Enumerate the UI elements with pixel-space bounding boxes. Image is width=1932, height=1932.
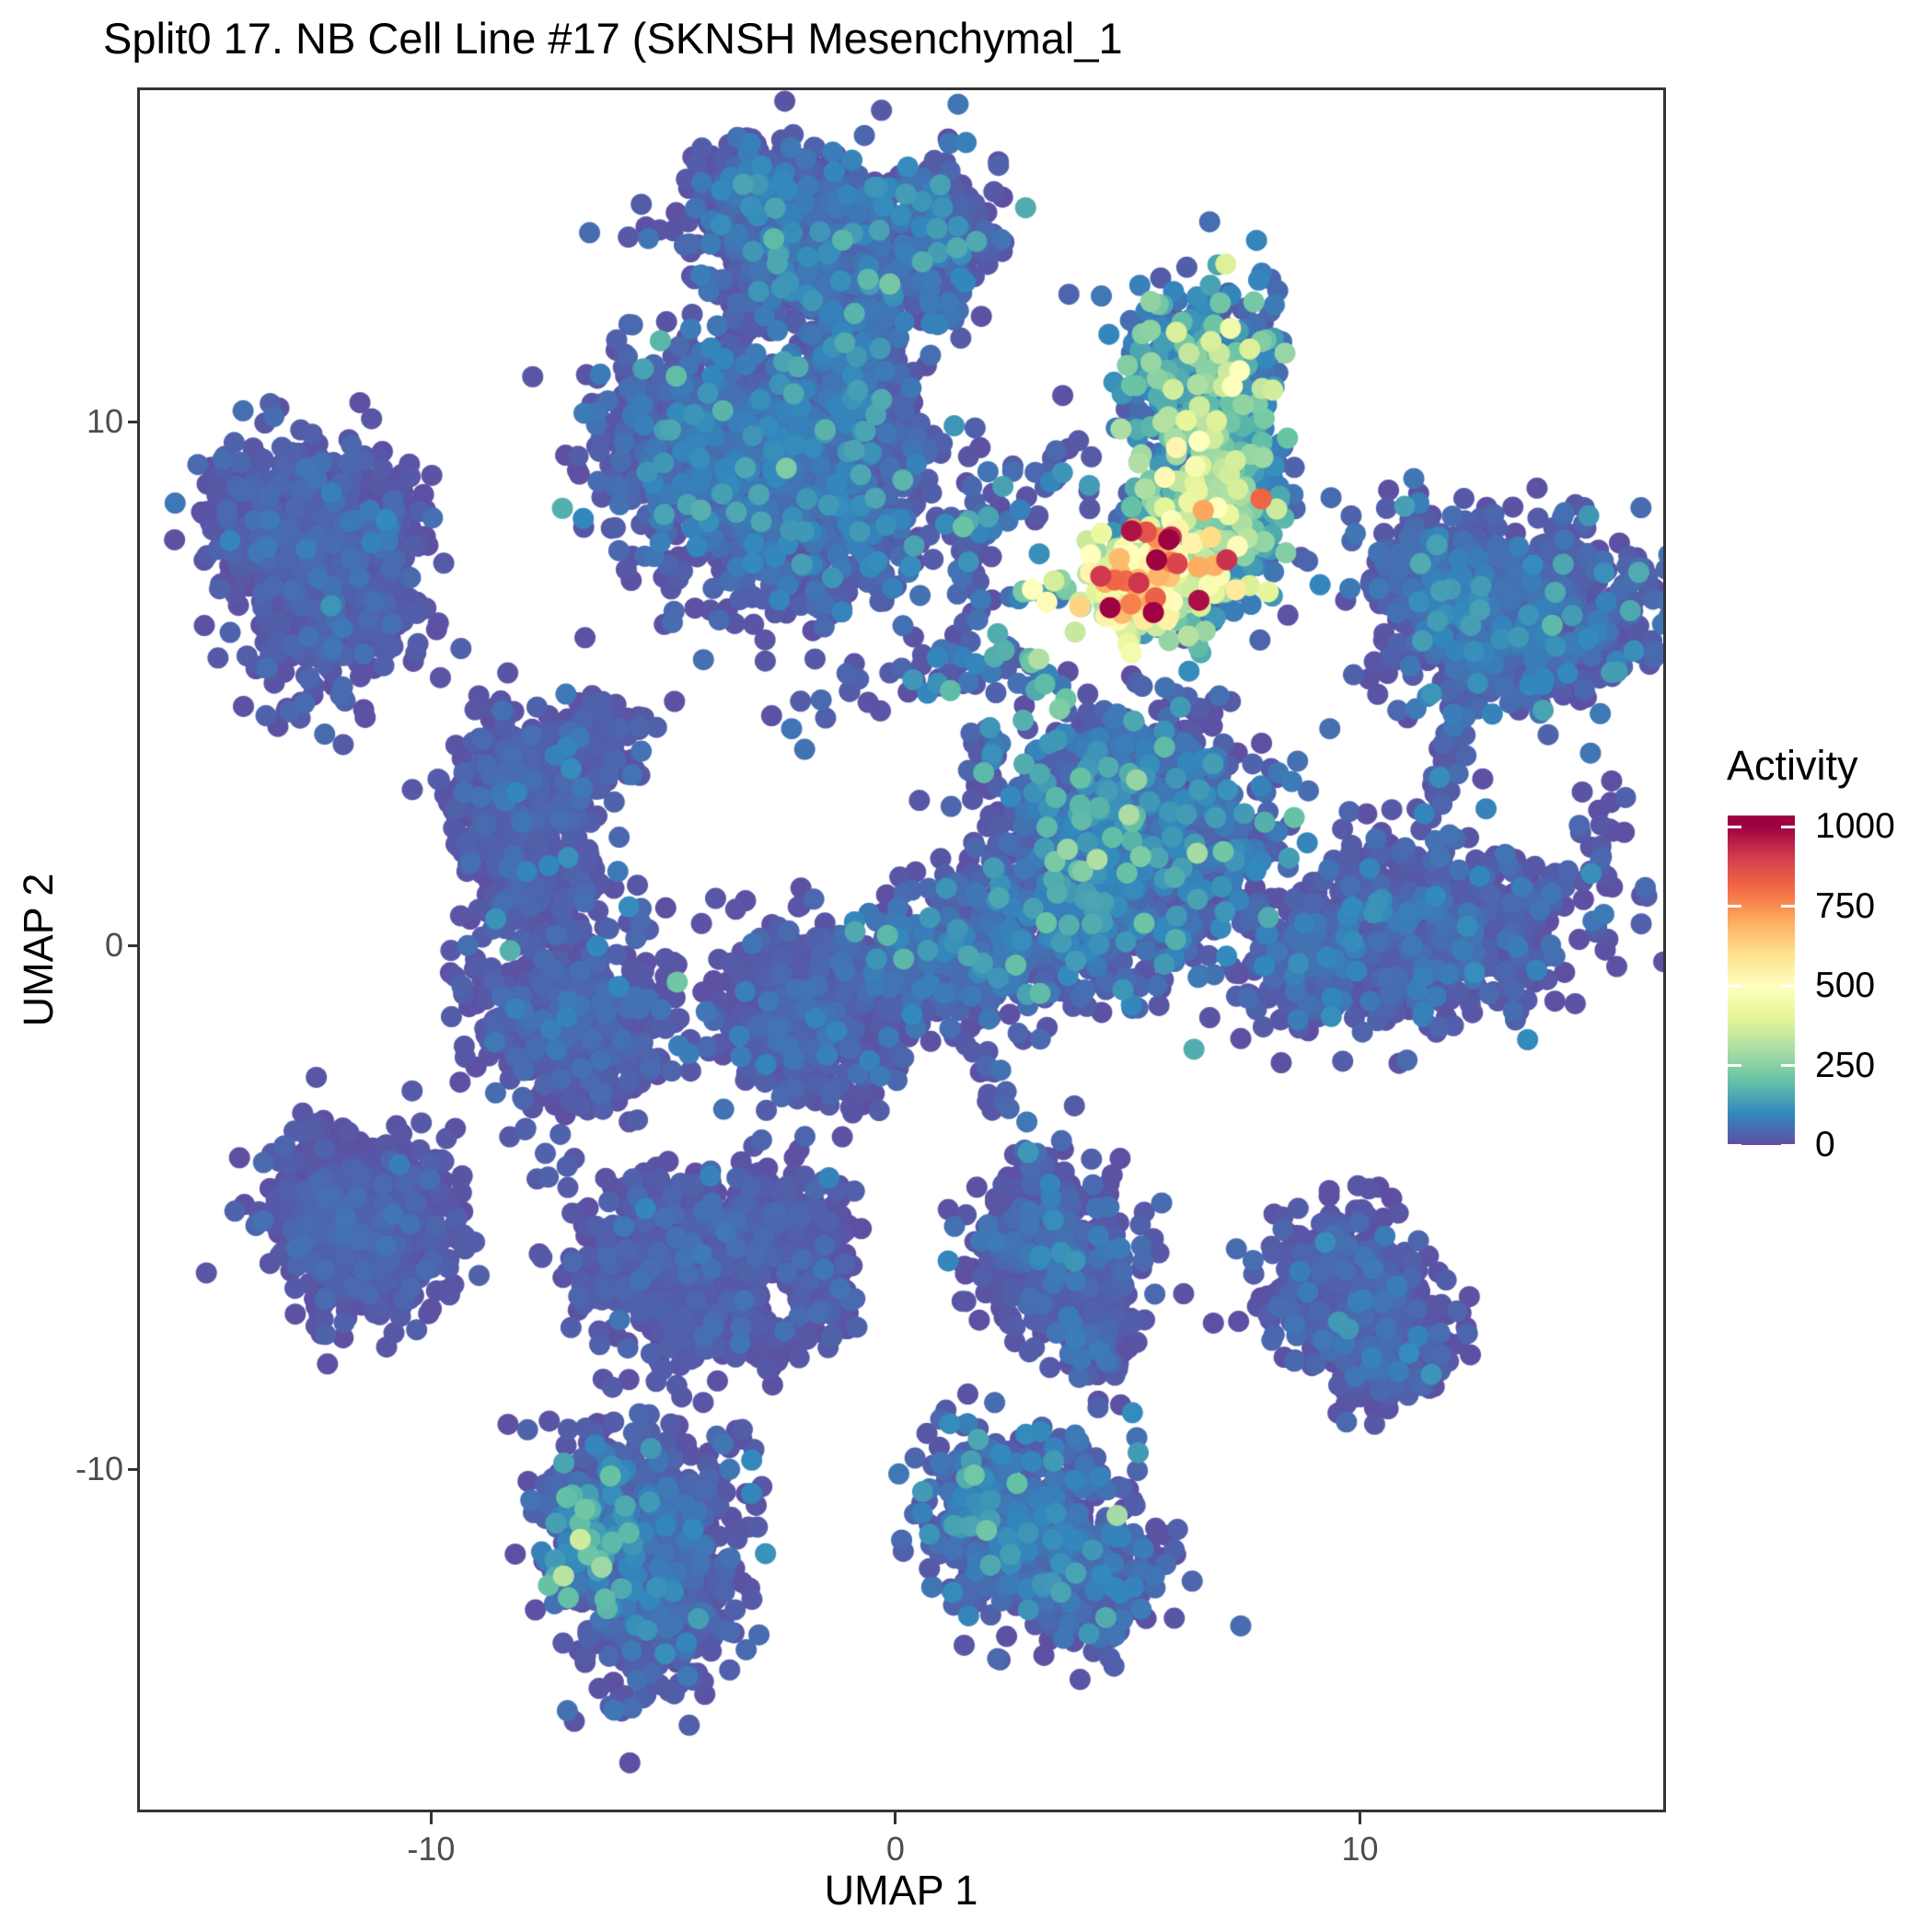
- y-tick-label: 10: [86, 402, 123, 441]
- legend-tick-label: 750: [1815, 885, 1876, 926]
- x-tick-label: -10: [407, 1830, 456, 1868]
- legend-tick-mark: [1781, 1064, 1795, 1068]
- umap-scatter-canvas: [140, 90, 1663, 1810]
- x-tick-label: 0: [885, 1830, 905, 1868]
- y-tick-mark: [128, 943, 140, 947]
- plot-title: Split0 17. NB Cell Line #17 (SKNSH Mesen…: [103, 14, 1123, 63]
- y-tick-label: -10: [75, 1450, 123, 1488]
- x-axis-title: UMAP 1: [824, 1867, 978, 1914]
- legend-tick-mark: [1728, 905, 1741, 908]
- legend-tick-mark: [1728, 984, 1741, 988]
- legend-tick-label: 0: [1815, 1125, 1835, 1164]
- x-tick-mark: [429, 1812, 433, 1824]
- legend-colorbar: [1728, 816, 1795, 1147]
- y-tick-mark: [128, 420, 140, 423]
- y-axis-title: UMAP 2: [15, 873, 62, 1027]
- legend-tick-mark: [1781, 905, 1795, 908]
- plot-panel: [137, 87, 1666, 1812]
- legend-tick-mark: [1728, 1064, 1741, 1068]
- legend-tick-label: 500: [1815, 966, 1876, 1006]
- legend-title: Activity: [1727, 742, 1858, 789]
- legend-tick-mark: [1728, 1143, 1741, 1147]
- x-tick-label: 10: [1341, 1830, 1379, 1868]
- legend-tick-mark: [1781, 825, 1795, 828]
- y-tick-mark: [128, 1467, 140, 1471]
- legend-tick-mark: [1781, 1143, 1795, 1147]
- legend-tick-mark: [1781, 984, 1795, 988]
- x-tick-mark: [1359, 1812, 1361, 1824]
- x-tick-mark: [894, 1812, 897, 1824]
- y-tick-label: 0: [104, 926, 123, 965]
- legend-tick-label: 1000: [1815, 806, 1895, 847]
- legend-tick-label: 250: [1815, 1045, 1876, 1085]
- legend-tick-mark: [1728, 825, 1741, 828]
